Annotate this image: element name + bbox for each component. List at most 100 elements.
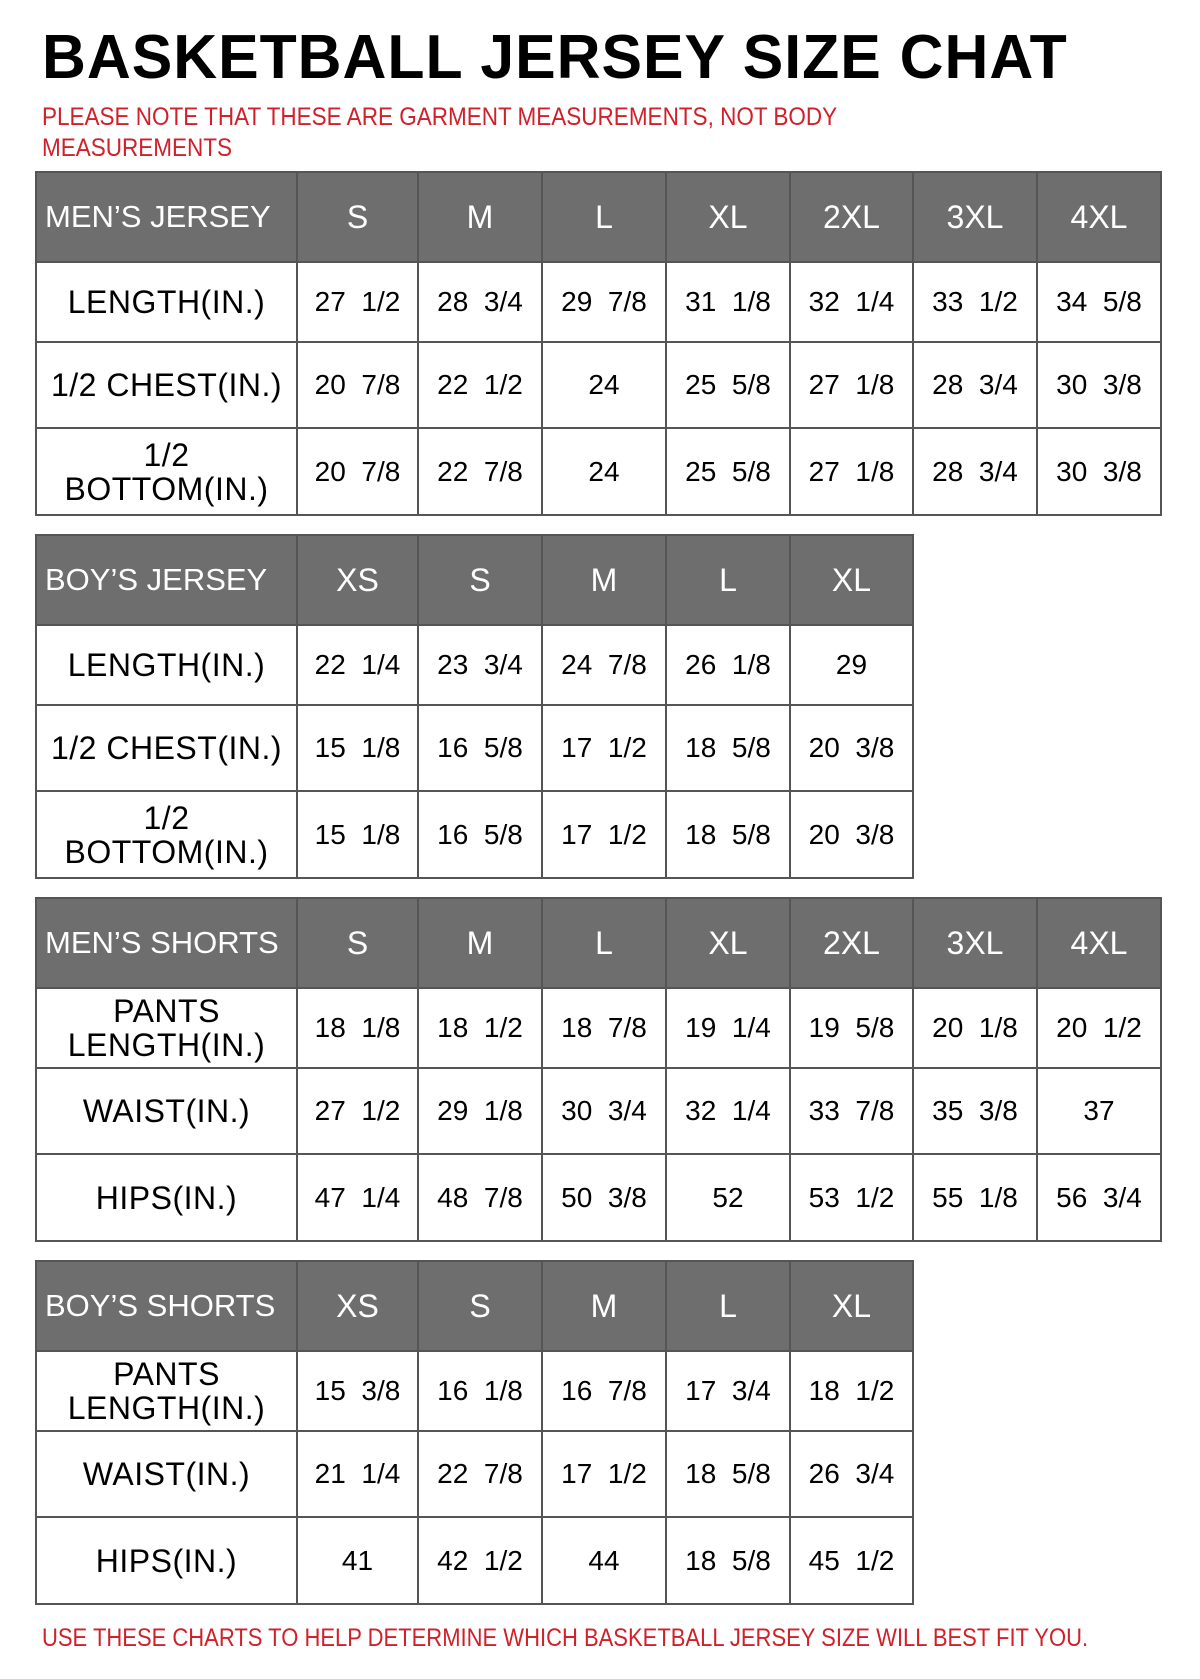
size-header: M	[417, 171, 543, 263]
measurement-cell: 18 1/2	[417, 987, 543, 1069]
measurement-cell: 32 1/4	[789, 261, 914, 343]
table-row: PANTS LENGTH(IN.) 18 1/8 18 1/2 18 7/8 19 1/…	[35, 987, 1162, 1069]
measurement-cell: 27 1/8	[789, 427, 914, 516]
size-table-3: BOY’S SHORTS XS S M L XL PANTS LENGTH(IN.) 15 3…	[35, 1260, 914, 1605]
measurement-cell: 50 3/8	[541, 1153, 667, 1242]
measurement-cell: 18 1/8	[296, 987, 419, 1069]
measurement-cell: 28 3/4	[417, 261, 543, 343]
table-row: LENGTH(IN.) 27 1/2 28 3/4 29 7/8 31 1/8 32 1/…	[35, 261, 1162, 343]
table-heading: BOY’S JERSEY	[35, 534, 298, 626]
measurement-cell: 20 3/8	[789, 704, 914, 792]
measurement-cell: 24	[541, 341, 667, 429]
measurement-cell: 29	[789, 624, 914, 706]
measurement-cell: 24	[541, 427, 667, 516]
measurement-cell: 30 3/8	[1036, 427, 1162, 516]
table-heading: MEN’S JERSEY	[35, 171, 298, 263]
measurement-cell: 19 1/4	[665, 987, 791, 1069]
table-row: 1/2 BOTTOM(IN.) 15 1/8 16 5/8 17 1/2 18 5/8 2…	[35, 790, 914, 879]
measurement-cell: 19 5/8	[789, 987, 914, 1069]
measurement-cell: 21 1/4	[296, 1430, 419, 1518]
size-header: S	[296, 897, 419, 989]
measurement-cell: 52	[665, 1153, 791, 1242]
measurement-cell: 27 1/2	[296, 261, 419, 343]
size-header: XL	[789, 534, 914, 626]
size-header: 2XL	[789, 171, 914, 263]
page-title: BASKETBALL JERSEY SIZE CHAT	[42, 23, 1068, 92]
measurement-cell: 17 1/2	[541, 790, 667, 879]
measurement-cell: 17 1/2	[541, 704, 667, 792]
size-header: S	[417, 534, 543, 626]
size-header: S	[296, 171, 419, 263]
measurement-cell: 20 1/2	[1036, 987, 1162, 1069]
measurement-cell: 44	[541, 1516, 667, 1605]
measurement-cell: 15 3/8	[296, 1350, 419, 1432]
measurement-cell: 47 1/4	[296, 1153, 419, 1242]
measurement-cell: 20 7/8	[296, 427, 419, 516]
measurement-cell: 27 1/8	[789, 341, 914, 429]
measurement-cell: 41	[296, 1516, 419, 1605]
measurement-cell: 20 7/8	[296, 341, 419, 429]
size-header: 3XL	[912, 897, 1038, 989]
table-row: LENGTH(IN.) 22 1/4 23 3/4 24 7/8 26 1/8 29	[35, 624, 914, 706]
size-header: L	[541, 897, 667, 989]
header-row: BOY’S SHORTS XS S M L XL	[35, 1260, 914, 1352]
size-table-2: MEN’S SHORTS S M L XL 2XL 3XL 4XL PANTS LENGTH(I…	[35, 897, 1162, 1242]
measurement-cell: 33 1/2	[912, 261, 1038, 343]
measurement-note: PLEASE NOTE THAT THESE ARE GARMENT MEASU…	[42, 103, 837, 162]
measurement-cell: 18 5/8	[665, 704, 791, 792]
size-table-0: MEN’S JERSEY S M L XL 2XL 3XL 4XL LENGTH(IN.) 27 …	[35, 171, 1162, 516]
table-row: 1/2 CHEST(IN.) 20 7/8 22 1/2 24 25 5/8 27 1/8…	[35, 341, 1162, 429]
measurement-cell: 16 7/8	[541, 1350, 667, 1432]
size-header: L	[665, 1260, 791, 1352]
size-header: 2XL	[789, 897, 914, 989]
row-label: PANTS LENGTH(IN.)	[35, 1350, 298, 1432]
measurement-cell: 18 7/8	[541, 987, 667, 1069]
size-header: L	[665, 534, 791, 626]
measurement-cell: 16 5/8	[417, 790, 543, 879]
measurement-cell: 22 1/4	[296, 624, 419, 706]
size-header: 4XL	[1036, 171, 1162, 263]
measurement-cell: 18 5/8	[665, 1430, 791, 1518]
size-header: M	[541, 1260, 667, 1352]
measurement-cell: 18 5/8	[665, 790, 791, 879]
measurement-cell: 42 1/2	[417, 1516, 543, 1605]
measurement-cell: 29 7/8	[541, 261, 667, 343]
size-header: XL	[665, 897, 791, 989]
row-label: WAIST(IN.)	[35, 1067, 298, 1155]
measurement-cell: 26 1/8	[665, 624, 791, 706]
measurement-cell: 17 1/2	[541, 1430, 667, 1518]
measurement-cell: 26 3/4	[789, 1430, 914, 1518]
row-label: LENGTH(IN.)	[35, 261, 298, 343]
size-header: M	[541, 534, 667, 626]
row-label: 1/2 BOTTOM(IN.)	[35, 790, 298, 879]
header-row: MEN’S JERSEY S M L XL 2XL 3XL 4XL	[35, 171, 1162, 263]
size-header: 3XL	[912, 171, 1038, 263]
measurement-cell: 22 7/8	[417, 427, 543, 516]
size-header: XS	[296, 534, 419, 626]
measurement-cell: 27 1/2	[296, 1067, 419, 1155]
measurement-cell: 16 5/8	[417, 704, 543, 792]
size-header: XL	[665, 171, 791, 263]
header-row: MEN’S SHORTS S M L XL 2XL 3XL 4XL	[35, 897, 1162, 989]
measurement-cell: 15 1/8	[296, 790, 419, 879]
measurement-cell: 23 3/4	[417, 624, 543, 706]
measurement-cell: 34 5/8	[1036, 261, 1162, 343]
row-label: 1/2 BOTTOM(IN.)	[35, 427, 298, 516]
measurement-cell: 20 3/8	[789, 790, 914, 879]
measurement-cell: 30 3/4	[541, 1067, 667, 1155]
measurement-cell: 28 3/4	[912, 341, 1038, 429]
measurement-cell: 25 5/8	[665, 427, 791, 516]
measurement-cell: 35 3/8	[912, 1067, 1038, 1155]
table-row: PANTS LENGTH(IN.) 15 3/8 16 1/8 16 7/8 17 3/…	[35, 1350, 914, 1432]
table-row: 1/2 CHEST(IN.) 15 1/8 16 5/8 17 1/2 18 5/8 20…	[35, 704, 914, 792]
measurement-cell: 18 1/2	[789, 1350, 914, 1432]
row-label: HIPS(IN.)	[35, 1153, 298, 1242]
measurement-cell: 16 1/8	[417, 1350, 543, 1432]
size-table-1: BOY’S JERSEY XS S M L XL LENGTH(IN.) 22 1/4 23 3…	[35, 534, 914, 879]
measurement-cell: 33 7/8	[789, 1067, 914, 1155]
size-header: XL	[789, 1260, 914, 1352]
measurement-cell: 31 1/8	[665, 261, 791, 343]
measurement-cell: 37	[1036, 1067, 1162, 1155]
measurement-cell: 15 1/8	[296, 704, 419, 792]
measurement-cell: 55 1/8	[912, 1153, 1038, 1242]
